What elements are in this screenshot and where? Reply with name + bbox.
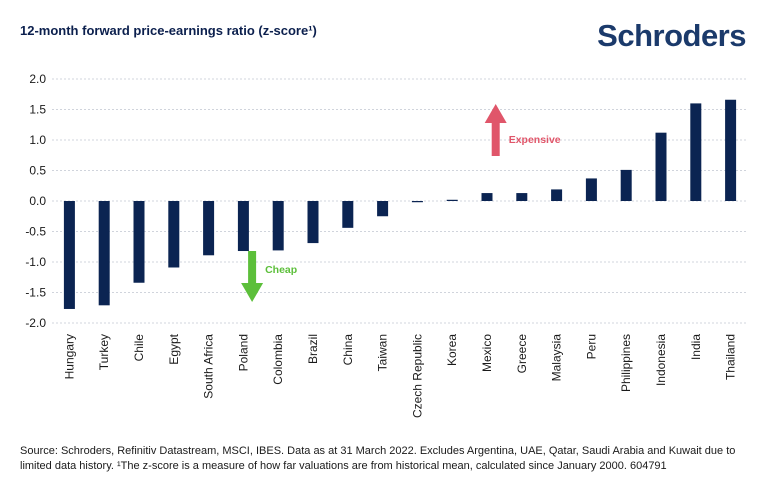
bar-egypt [168,201,180,268]
category-label: India [689,334,703,360]
chart-title: 12-month forward price-earnings ratio (z… [20,23,317,38]
y-tick-label: 0.0 [29,194,46,208]
category-label: Philippines [619,334,633,392]
schroders-logo: Schroders [597,18,746,53]
category-label: Malaysia [550,334,564,382]
y-tick-label: 1.5 [29,103,46,117]
category-label: Colombia [271,334,285,385]
bar-hungary [63,201,75,309]
cheap-arrow-icon [241,251,264,302]
bar-malaysia [551,189,563,201]
category-label: China [341,334,355,366]
bar-india [690,103,702,201]
cheap-label: Cheap [265,264,297,276]
category-label: Taiwan [376,334,390,371]
bar-indonesia [655,132,667,201]
category-label: Czech Republic [410,334,424,418]
category-label: Indonesia [654,334,668,386]
bar-chile [133,201,145,283]
category-label: South Africa [202,334,216,399]
y-tick-label: -2.0 [25,316,46,330]
category-label: Greece [515,334,529,374]
bar-chart: 2.0 1.5 1.0 0.5 0.0 -0.5 -1.0 -1.5 -2.0 Hungary T… [25,72,748,418]
y-tick-label: 0.5 [29,164,46,178]
y-tick-label: -0.5 [25,225,46,239]
category-label: Turkey [97,334,111,370]
expensive-arrow-icon [484,104,507,156]
bars [63,99,737,309]
category-label: Egypt [167,333,181,364]
bar-china [342,201,354,228]
category-label: Mexico [480,334,494,372]
bar-greece [516,193,528,201]
source-note: Source: Schroders, Refinitiv Datastream,… [20,445,736,472]
category-label: Poland [236,334,250,371]
category-label: Korea [445,334,459,366]
category-label: Peru [584,334,598,359]
bar-taiwan [377,201,389,217]
category-label: Hungary [62,334,76,379]
y-tick-label: 2.0 [29,72,46,86]
y-axis-ticks: 2.0 1.5 1.0 0.5 0.0 -0.5 -1.0 -1.5 -2.0 [25,72,46,330]
bar-mexico [481,193,493,201]
bar-philippines [620,169,632,201]
bar-korea [446,199,458,201]
expensive-label: Expensive [509,134,561,146]
bar-peru [585,178,597,201]
annotations: Cheap Expensive [241,104,561,302]
bar-czech-republic [411,201,423,203]
y-tick-label: 1.0 [29,133,46,147]
bar-brazil [307,201,319,244]
y-tick-label: -1.0 [25,255,46,269]
category-label: Chile [132,334,146,362]
bar-turkey [98,201,110,306]
category-labels: Hungary Turkey Chile Egypt South Africa Polan… [62,333,737,418]
bar-south-africa [203,201,215,256]
gridlines [52,78,748,324]
bar-colombia [272,201,284,251]
bar-thailand [725,99,737,201]
category-label: Thailand [724,334,738,380]
y-tick-label: -1.5 [25,286,46,300]
bar-poland [237,201,249,252]
category-label: Brazil [306,334,320,364]
